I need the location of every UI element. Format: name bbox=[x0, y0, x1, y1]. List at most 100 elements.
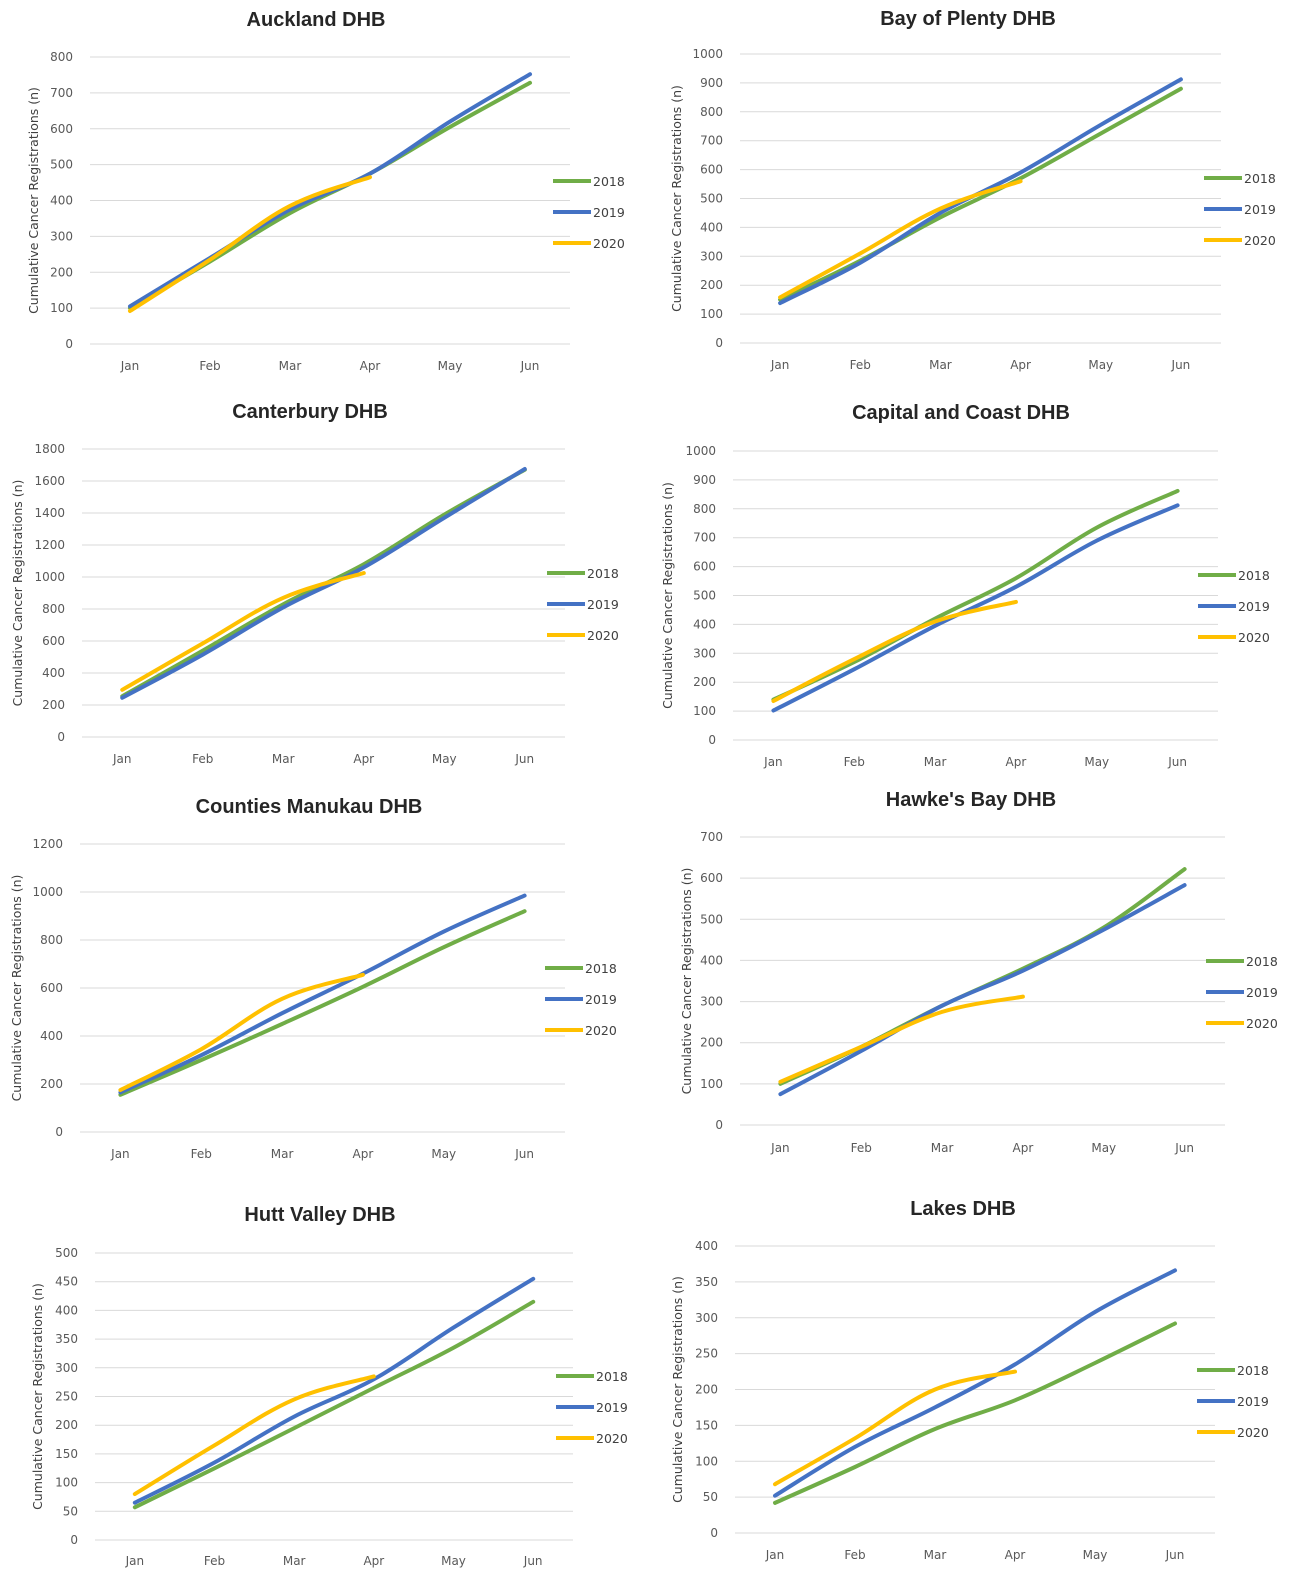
series-line-2020 bbox=[778, 994, 1025, 1084]
y-tick-label: 0 bbox=[55, 1125, 63, 1139]
x-tick-label: May bbox=[1083, 1548, 1108, 1562]
chart-title: Hawke's Bay DHB bbox=[886, 789, 1056, 811]
legend-label-2019: 2019 bbox=[593, 205, 625, 220]
y-axis-label: Cumulative Cancer Registrations (n) bbox=[670, 1276, 685, 1503]
y-tick-label: 50 bbox=[63, 1504, 78, 1518]
y-tick-label: 900 bbox=[693, 473, 716, 487]
y-tick-label: 700 bbox=[700, 830, 723, 844]
x-tick-label: Mar bbox=[279, 359, 302, 373]
legend-label-2020: 2020 bbox=[1244, 233, 1276, 248]
x-tick-label: Apr bbox=[1006, 755, 1027, 769]
y-tick-label: 800 bbox=[693, 502, 716, 516]
chart-title: Hutt Valley DHB bbox=[244, 1204, 395, 1226]
y-tick-label: 350 bbox=[695, 1275, 718, 1289]
legend-label-2020: 2020 bbox=[587, 628, 619, 643]
y-tick-label: 600 bbox=[42, 634, 65, 648]
y-tick-label: 1000 bbox=[34, 570, 65, 584]
y-tick-label: 200 bbox=[40, 1077, 63, 1091]
y-tick-label: 800 bbox=[50, 50, 73, 64]
y-tick-label: 0 bbox=[710, 1526, 718, 1540]
x-tick-label: Feb bbox=[844, 1548, 865, 1562]
chart-svg: Lakes DHB 0 50 100 150 200 250 300 350 400 Jan Feb M… bbox=[670, 1198, 1269, 1562]
legend-label-2018: 2018 bbox=[1246, 954, 1278, 969]
legend-label-2018: 2018 bbox=[587, 566, 619, 581]
y-tick-label: 1600 bbox=[34, 474, 65, 488]
x-tick-label: May bbox=[438, 359, 463, 373]
y-tick-label: 250 bbox=[55, 1390, 78, 1404]
x-tick-label: Jan bbox=[770, 1141, 790, 1155]
y-tick-label: 200 bbox=[693, 675, 716, 689]
x-tick-label: Jun bbox=[1165, 1548, 1185, 1562]
y-tick-label: 400 bbox=[693, 617, 716, 631]
legend-label-2020: 2020 bbox=[585, 1023, 617, 1038]
series-line-2020 bbox=[771, 599, 1018, 703]
y-tick-label: 300 bbox=[700, 249, 723, 263]
x-tick-label: Feb bbox=[191, 1147, 212, 1161]
x-tick-label: Mar bbox=[929, 358, 952, 372]
chart-svg: Auckland DHB 0 100 200 300 400 500 600 700 800 Jan… bbox=[26, 9, 625, 373]
y-axis-label: Cumulative Cancer Registrations (n) bbox=[26, 87, 41, 314]
y-tick-label: 300 bbox=[693, 646, 716, 660]
x-tick-label: May bbox=[1088, 358, 1113, 372]
x-tick-label: Mar bbox=[283, 1554, 306, 1568]
y-tick-label: 500 bbox=[50, 158, 73, 172]
y-tick-label: 0 bbox=[715, 1118, 723, 1132]
x-tick-label: Jun bbox=[514, 752, 534, 766]
x-tick-label: Jan bbox=[120, 359, 140, 373]
y-tick-label: 200 bbox=[700, 1036, 723, 1050]
chart-capital-and-coast-dhb: Capital and Coast DHB 0 100 200 300 400 500 600… bbox=[655, 393, 1311, 783]
legend-label-2018: 2018 bbox=[1244, 171, 1276, 186]
y-tick-label: 300 bbox=[695, 1311, 718, 1325]
legend-label-2019: 2019 bbox=[596, 1400, 628, 1415]
series-line-2019 bbox=[120, 467, 527, 700]
y-tick-label: 350 bbox=[55, 1332, 78, 1346]
series-line-2018 bbox=[132, 1299, 536, 1510]
y-tick-label: 50 bbox=[703, 1490, 718, 1504]
y-tick-label: 700 bbox=[700, 134, 723, 148]
x-tick-label: Feb bbox=[204, 1554, 225, 1568]
y-tick-label: 1000 bbox=[685, 444, 716, 458]
series-line-2018 bbox=[778, 867, 1187, 1086]
legend-label-2018: 2018 bbox=[585, 961, 617, 976]
y-tick-label: 400 bbox=[695, 1239, 718, 1253]
chart-title: Counties Manukau DHB bbox=[196, 796, 423, 818]
chart-counties-manukau-dhb: Counties Manukau DHB 0 200 400 600 800 1000 120… bbox=[0, 787, 650, 1180]
y-tick-label: 400 bbox=[50, 194, 73, 208]
y-tick-label: 100 bbox=[50, 301, 73, 315]
y-tick-label: 600 bbox=[693, 560, 716, 574]
y-tick-label: 500 bbox=[693, 589, 716, 603]
x-tick-label: Mar bbox=[931, 1141, 954, 1155]
y-tick-label: 1400 bbox=[34, 506, 65, 520]
x-tick-label: Feb bbox=[199, 359, 220, 373]
y-tick-label: 700 bbox=[693, 531, 716, 545]
y-tick-label: 0 bbox=[70, 1533, 78, 1547]
chart-auckland-dhb: Auckland DHB 0 100 200 300 400 500 600 700 800 Jan… bbox=[0, 0, 650, 390]
chart-svg: Capital and Coast DHB 0 100 200 300 400 500 600… bbox=[660, 402, 1270, 769]
chart-hawke-s-bay-dhb: Hawke's Bay DHB 0 100 200 300 400 500 600 700 Jan… bbox=[655, 787, 1311, 1180]
legend-label-2019: 2019 bbox=[1238, 599, 1270, 614]
series-line-2019 bbox=[132, 1276, 536, 1505]
chart-svg: Hutt Valley DHB 0 50 100 150 200 250 300 350 400 4… bbox=[30, 1204, 628, 1568]
x-tick-label: May bbox=[1091, 1141, 1116, 1155]
chart-title: Canterbury DHB bbox=[232, 401, 388, 423]
legend-label-2020: 2020 bbox=[1246, 1016, 1278, 1031]
x-tick-label: Jan bbox=[763, 755, 783, 769]
legend-label-2020: 2020 bbox=[593, 236, 625, 251]
legend-label-2019: 2019 bbox=[1246, 985, 1278, 1000]
legend-label-2018: 2018 bbox=[593, 174, 625, 189]
x-tick-label: Apr bbox=[353, 1147, 374, 1161]
y-tick-label: 300 bbox=[50, 229, 73, 243]
series-line-2018 bbox=[118, 909, 527, 1097]
series-line-2020 bbox=[120, 571, 366, 692]
legend-label-2019: 2019 bbox=[1237, 1394, 1269, 1409]
chart-bay-of-plenty-dhb: Bay of Plenty DHB 0 100 200 300 400 500 600 700 8… bbox=[655, 0, 1311, 390]
chart-svg: Counties Manukau DHB 0 200 400 600 800 1000 120… bbox=[9, 796, 617, 1161]
y-tick-label: 400 bbox=[42, 666, 65, 680]
y-tick-label: 200 bbox=[695, 1383, 718, 1397]
x-tick-label: May bbox=[441, 1554, 466, 1568]
x-tick-label: Feb bbox=[851, 1141, 872, 1155]
x-tick-label: Apr bbox=[1005, 1548, 1026, 1562]
y-tick-label: 100 bbox=[693, 704, 716, 718]
y-tick-label: 150 bbox=[695, 1418, 718, 1432]
series-line-2020 bbox=[773, 1369, 1017, 1487]
